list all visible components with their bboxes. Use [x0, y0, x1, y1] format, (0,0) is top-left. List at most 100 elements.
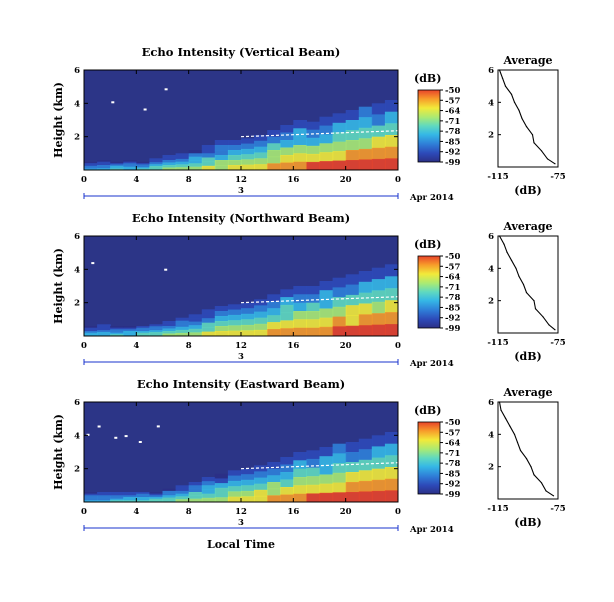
echo-cell	[110, 165, 124, 168]
echo-cell	[188, 153, 203, 157]
echo-cell	[319, 447, 334, 457]
echo-cell	[110, 500, 124, 502]
echo-cell	[175, 493, 190, 497]
echo-cell	[97, 160, 111, 163]
echo-cell	[227, 304, 242, 310]
average-y-tick-label: 2	[488, 297, 494, 307]
x-tick-label: 20	[340, 175, 352, 185]
echo-cell	[241, 324, 255, 331]
y-axis-ticks: 6 4 2	[74, 66, 398, 143]
y-tick-label: 6	[74, 232, 80, 242]
echo-cell	[267, 163, 281, 170]
echo-cell	[254, 152, 268, 159]
echo-cell	[84, 163, 98, 165]
echo-cell	[227, 475, 242, 482]
echo-cell	[162, 157, 177, 161]
echo-cell	[332, 463, 347, 474]
average-point	[554, 163, 556, 165]
echo-cell	[254, 164, 268, 170]
echo-cell	[371, 324, 386, 336]
echo-cell	[97, 330, 111, 333]
average-point	[542, 316, 544, 318]
average-x-tick-label: -115	[487, 338, 508, 348]
echo-cell	[214, 497, 229, 502]
echo-cell	[384, 300, 398, 313]
echo-cell	[123, 168, 137, 170]
echo-cell	[280, 155, 294, 163]
echo-cell	[241, 490, 255, 497]
average-x-tick-label: -75	[550, 504, 565, 514]
echo-hour-column	[280, 125, 294, 170]
echo-cell	[201, 489, 216, 495]
echo-cell	[241, 138, 255, 144]
echo-cell	[267, 468, 281, 476]
echo-hour-column	[384, 432, 398, 502]
colorbar-unit: (dB)	[414, 72, 441, 85]
echo-hour-column	[123, 435, 137, 502]
echo-cell	[201, 322, 216, 328]
echo-cell	[188, 160, 203, 164]
echo-cell	[136, 163, 150, 165]
echo-cell	[254, 317, 268, 325]
average-profile: Average 6 4 2 -115 -75 (dB)	[487, 220, 565, 363]
colorbar-tick-label: -57	[445, 96, 460, 106]
colorbar-tick-label: -85	[445, 469, 460, 479]
echo-cell	[384, 443, 398, 456]
echo-cell	[241, 474, 255, 481]
echo-cell	[267, 475, 281, 483]
echo-hour-column	[319, 281, 334, 336]
echo-cell	[123, 329, 137, 332]
boundary-layer-line	[240, 296, 398, 304]
echo-cell	[97, 334, 111, 336]
y-axis-label: Height (km)	[52, 248, 65, 324]
echo-cell	[162, 323, 177, 327]
average-point	[525, 126, 528, 128]
echo-cell	[319, 474, 334, 485]
echo-cell	[162, 490, 177, 494]
echo-cell	[84, 167, 98, 169]
average-y-tick-label: 2	[488, 131, 494, 141]
echo-hour-column	[241, 302, 255, 336]
echo-cell	[227, 150, 242, 156]
echo-cell	[214, 326, 229, 332]
echo-cell	[371, 490, 386, 502]
missing-data-mark	[143, 108, 147, 111]
average-point	[516, 441, 519, 443]
y-tick-label: 4	[74, 431, 80, 441]
echo-cell	[188, 321, 203, 326]
echo-cell	[358, 459, 373, 471]
echo-cell	[345, 294, 360, 306]
echo-cell	[345, 284, 360, 296]
echo-cell	[371, 267, 386, 280]
echo-cell	[358, 325, 373, 336]
average-profile: Average 6 4 2 -115 -75 (dB)	[487, 54, 565, 197]
echo-cell	[254, 323, 268, 331]
average-point	[518, 109, 520, 111]
average-point	[540, 482, 543, 484]
echo-cell	[345, 274, 360, 285]
echo-cell	[136, 500, 150, 502]
x-tick-label: 4	[133, 341, 139, 351]
echo-cell	[227, 320, 242, 326]
echo-cell	[227, 491, 242, 498]
date-label: Apr 2014	[409, 193, 454, 203]
echo-cell	[371, 279, 386, 291]
echo-cell	[241, 308, 255, 315]
echo-hour-column	[254, 299, 268, 336]
echo-cell	[241, 302, 255, 309]
average-point	[501, 77, 504, 79]
echo-cell	[227, 325, 242, 332]
panel-eastward: Echo Intensity (Eastward Beam) Height (k…	[52, 377, 566, 535]
echo-field	[84, 262, 398, 336]
echo-hour-column	[136, 108, 150, 170]
echo-cell	[332, 297, 347, 308]
echo-cell	[384, 432, 398, 445]
echo-cell	[97, 328, 111, 331]
echo-cell	[149, 493, 164, 496]
echo-hour-column	[162, 88, 177, 170]
echo-cell	[293, 468, 307, 478]
y-axis-ticks: 6 4 2	[74, 398, 398, 475]
echo-cell	[345, 442, 360, 453]
missing-data-mark	[91, 262, 95, 265]
